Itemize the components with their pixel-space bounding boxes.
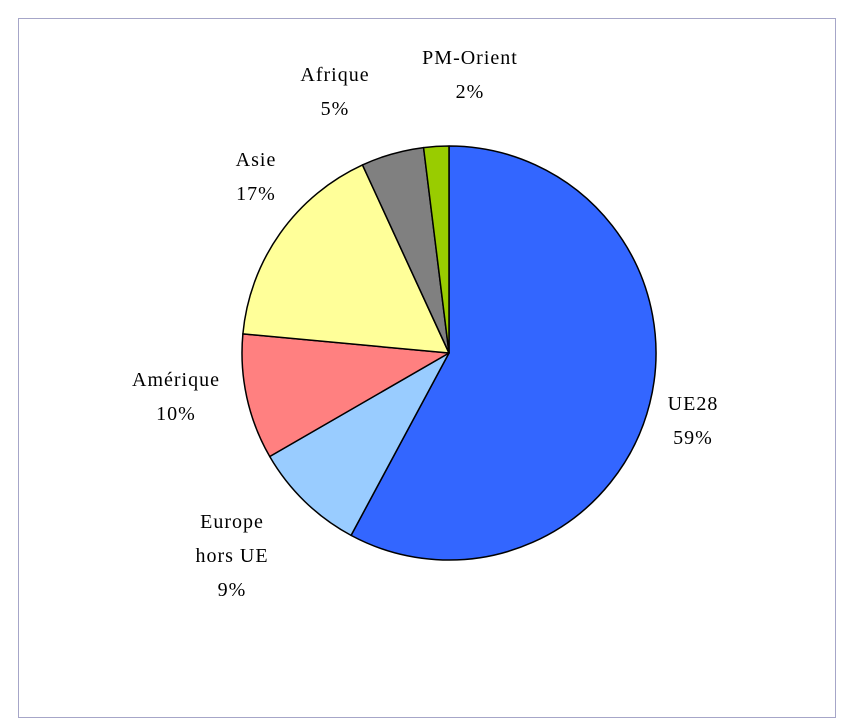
slice-value-label: 9% bbox=[218, 579, 247, 601]
pie-slice-pm-orient bbox=[422, 145, 450, 354]
pie-slice-asie bbox=[242, 164, 450, 354]
slice-name-label: Afrique bbox=[300, 64, 369, 86]
slice-name-label: PM-Orient bbox=[422, 47, 518, 69]
pie-label-am-rique: Amérique 10% bbox=[132, 369, 220, 425]
pie-label-asie: Asie 17% bbox=[236, 149, 277, 205]
pie-slices bbox=[241, 145, 657, 561]
slice-value-label: 59% bbox=[673, 427, 713, 449]
slice-name-label: Asie bbox=[236, 149, 277, 171]
pie-slice-ue28 bbox=[350, 145, 657, 561]
pie-chart: UE28 59% Europe hors UE 9% Amérique 10% Asie 17%… bbox=[132, 47, 719, 601]
pie-label-pm-orient: PM-Orient 2% bbox=[422, 47, 518, 103]
slice-name-label: Amérique bbox=[132, 369, 220, 391]
slice-name-label: Europe bbox=[200, 511, 264, 533]
slice-value-label: 5% bbox=[321, 98, 350, 120]
pie-label-europe-hors-ue: Europe hors UE 9% bbox=[195, 511, 268, 601]
pie-slice-am-rique bbox=[241, 333, 450, 458]
pie-label-ue28: UE28 59% bbox=[668, 393, 719, 449]
slice-name-label: UE28 bbox=[668, 393, 719, 415]
slice-value-label: 10% bbox=[156, 403, 196, 425]
pie-labels: UE28 59% Europe hors UE 9% Amérique 10% Asie 17%… bbox=[132, 47, 719, 601]
slice-name-label: hors UE bbox=[195, 545, 268, 567]
slice-value-label: 17% bbox=[236, 183, 276, 205]
pie-label-afrique: Afrique 5% bbox=[300, 64, 369, 120]
slice-value-label: 2% bbox=[456, 81, 485, 103]
pie-slice-europe-hors-ue bbox=[268, 352, 450, 537]
